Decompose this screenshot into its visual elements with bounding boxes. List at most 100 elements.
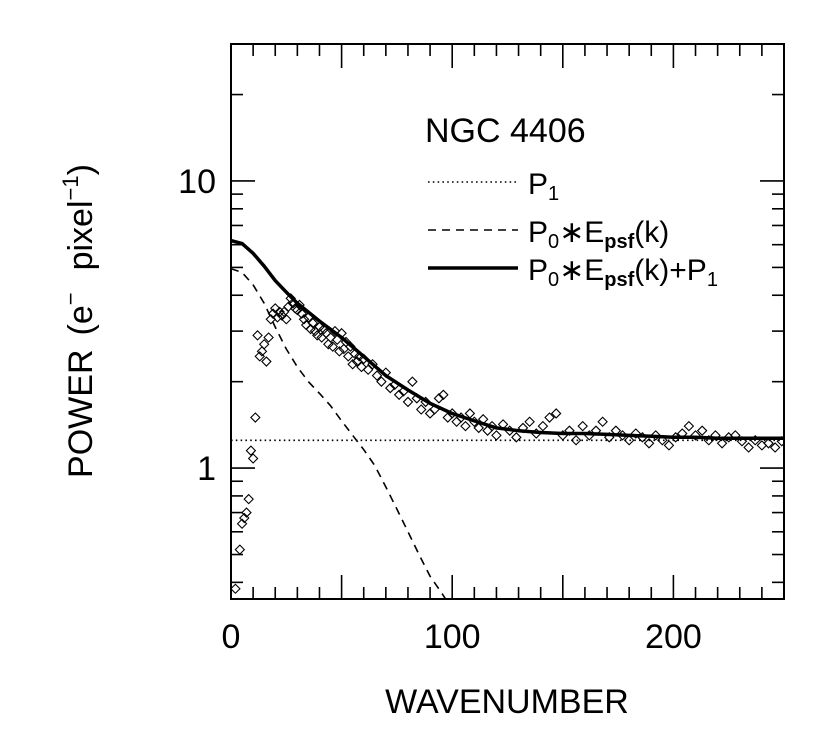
chart-title: NGC 4406 bbox=[425, 112, 586, 150]
x-axis-label: WAVENUMBER bbox=[385, 683, 629, 721]
x-tick-label: 0 bbox=[222, 618, 241, 656]
x-tick-label: 200 bbox=[645, 618, 702, 656]
data-point-diamond bbox=[517, 422, 529, 434]
data-point-diamond bbox=[584, 430, 595, 441]
data-point-diamond bbox=[269, 303, 281, 314]
data-point-diamond bbox=[384, 382, 396, 394]
data-point-diamond bbox=[637, 432, 648, 443]
data-point-diamond bbox=[231, 583, 241, 595]
data-point-diamond bbox=[610, 425, 622, 436]
data-point-diamond bbox=[749, 434, 761, 446]
data-point-diamond bbox=[469, 416, 480, 428]
data-point-diamond bbox=[730, 430, 741, 441]
data-point-diamond bbox=[420, 396, 431, 408]
data-point-diamond bbox=[345, 341, 356, 352]
data-point-diamond bbox=[497, 419, 509, 430]
data-point-diamond bbox=[307, 317, 319, 329]
data-point-diamond bbox=[736, 435, 748, 447]
data-point-diamond bbox=[564, 425, 575, 436]
data-point-diamond bbox=[603, 432, 615, 443]
legend: P1 P0∗Epsf(k) P0∗Epsf(k)+P1 bbox=[428, 168, 718, 291]
y-tick-label: 1 bbox=[197, 450, 216, 488]
data-point-diamond bbox=[250, 412, 261, 423]
data-point-diamond bbox=[367, 358, 378, 370]
data-point-diamond bbox=[769, 442, 781, 453]
data-point-diamond bbox=[696, 425, 708, 436]
data-point-diamond bbox=[690, 430, 701, 441]
data-point-diamond bbox=[643, 438, 655, 449]
data-point-diamond bbox=[710, 430, 721, 441]
data-point-diamond bbox=[347, 358, 358, 370]
data-point-diamond bbox=[234, 544, 246, 555]
data-point-diamond bbox=[294, 299, 305, 311]
data-point-diamond bbox=[623, 434, 635, 446]
data-point-diamond bbox=[329, 325, 341, 337]
data-point-diamond bbox=[716, 438, 728, 449]
data-point-diamond bbox=[486, 420, 498, 432]
data-point-diamond bbox=[393, 389, 405, 401]
data-point-diamond bbox=[325, 332, 336, 343]
y-axis-label: POWER(e−pixel−1) bbox=[58, 164, 100, 478]
data-point-diamond bbox=[389, 379, 400, 391]
data-point-diamond bbox=[597, 416, 608, 428]
data-point-diamond bbox=[511, 432, 522, 443]
data-point-diamond bbox=[362, 364, 374, 376]
data-point-diamond bbox=[446, 408, 458, 419]
plot-frame bbox=[230, 43, 785, 600]
data-point-diamond bbox=[256, 346, 268, 357]
data-point-diamond bbox=[663, 440, 675, 451]
data-point-diamond bbox=[703, 434, 715, 446]
data-point-diamond bbox=[683, 420, 695, 432]
data-point-diamond bbox=[544, 412, 555, 423]
data-point-diamond bbox=[334, 346, 345, 357]
data-point-diamond bbox=[617, 430, 628, 441]
data-point-diamond bbox=[550, 408, 562, 419]
data-point-diamond bbox=[464, 408, 476, 419]
data-point-diamond bbox=[460, 420, 471, 432]
data-point-diamond bbox=[247, 453, 259, 464]
data-point-diamond bbox=[670, 432, 681, 443]
data-point-diamond bbox=[298, 313, 310, 325]
data-point-diamond bbox=[331, 334, 343, 345]
data-point-diamond bbox=[776, 435, 784, 447]
data-point-diamond bbox=[376, 376, 387, 387]
data-point-diamond bbox=[318, 323, 330, 335]
data-point-diamond bbox=[451, 416, 462, 428]
data-point-diamond bbox=[743, 442, 754, 453]
legend-label-p1: P1 bbox=[528, 168, 559, 205]
data-point-diamond bbox=[429, 404, 440, 415]
data-point-diamond bbox=[657, 434, 668, 446]
data-point-diamond bbox=[261, 356, 272, 367]
data-point-diamond bbox=[349, 348, 361, 360]
data-points bbox=[231, 293, 784, 595]
data-point-diamond bbox=[258, 338, 270, 350]
data-point-diamond bbox=[590, 425, 602, 436]
data-point-diamond bbox=[402, 396, 414, 408]
tick-labels: 0 100 200 1 10 bbox=[178, 163, 702, 656]
data-point-diamond bbox=[504, 425, 515, 436]
legend-label-psf-plus-p1: P0∗Epsf(k)+P1 bbox=[528, 254, 718, 291]
data-point-diamond bbox=[407, 376, 418, 387]
data-point-diamond bbox=[577, 420, 588, 432]
x-tick-label: 100 bbox=[424, 618, 481, 656]
data-point-diamond bbox=[336, 327, 347, 339]
data-point-diamond bbox=[316, 332, 327, 343]
data-point-diamond bbox=[557, 430, 569, 441]
data-point-diamond bbox=[537, 420, 549, 432]
data-point-diamond bbox=[398, 386, 409, 397]
data-point-diamond bbox=[570, 434, 582, 446]
legend-label-psf: P0∗Epsf(k) bbox=[528, 216, 669, 253]
data-point-diamond bbox=[380, 367, 392, 378]
data-point-diamond bbox=[354, 351, 365, 362]
data-point-diamond bbox=[650, 430, 661, 441]
data-point-diamond bbox=[530, 428, 542, 439]
data-point-diamond bbox=[327, 341, 339, 352]
model-curves bbox=[231, 238, 784, 599]
data-point-diamond bbox=[433, 393, 445, 404]
data-point-diamond bbox=[491, 430, 502, 441]
data-point-diamond bbox=[296, 308, 308, 319]
data-point-diamond bbox=[243, 493, 254, 505]
axis-ticks bbox=[230, 43, 785, 599]
data-point-diamond bbox=[356, 361, 367, 373]
